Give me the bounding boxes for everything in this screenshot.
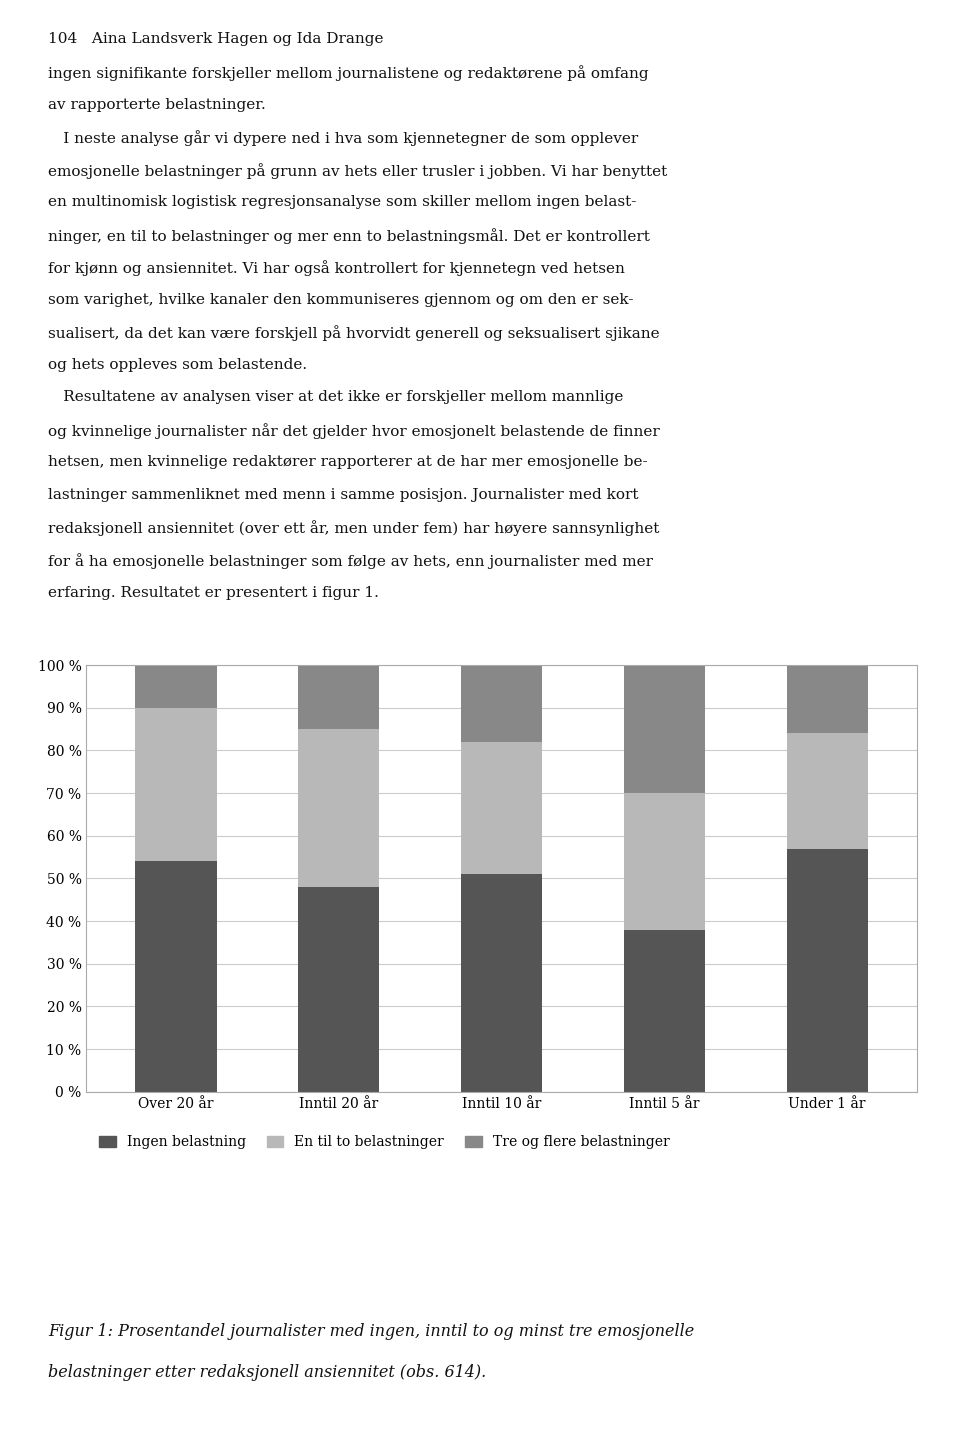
Bar xyxy=(461,742,542,875)
Text: Figur 1: Prosentandel journalister med ingen, inntil to og minst tre emosjonelle: Figur 1: Prosentandel journalister med i… xyxy=(48,1323,694,1340)
Text: ingen signifikante forskjeller mellom journalistene og redaktørene på omfang: ingen signifikante forskjeller mellom jo… xyxy=(48,65,649,81)
Bar xyxy=(624,792,706,930)
Text: hetsen, men kvinnelige redaktører rapporterer at de har mer emosjonelle be-: hetsen, men kvinnelige redaktører rappor… xyxy=(48,455,648,470)
Bar xyxy=(461,665,542,742)
Text: lastninger sammenliknet med menn i samme posisjon. Journalister med kort: lastninger sammenliknet med menn i samme… xyxy=(48,487,638,502)
Text: sualisert, da det kan være forskjell på hvorvidt generell og seksualisert sjikan: sualisert, da det kan være forskjell på … xyxy=(48,325,660,341)
Bar xyxy=(786,665,868,733)
Bar xyxy=(624,930,706,1092)
Bar xyxy=(135,862,217,1092)
Text: ninger, en til to belastninger og mer enn to belastningsmål. Det er kontrollert: ninger, en til to belastninger og mer en… xyxy=(48,227,650,243)
Bar xyxy=(786,733,868,849)
Text: erfaring. Resultatet er presentert i figur 1.: erfaring. Resultatet er presentert i fig… xyxy=(48,586,379,600)
Text: for kjønn og ansiennitet. Vi har også kontrollert for kjennetegn ved hetsen: for kjønn og ansiennitet. Vi har også ko… xyxy=(48,260,625,276)
Text: og kvinnelige journalister når det gjelder hvor emosjonelt belastende de finner: og kvinnelige journalister når det gjeld… xyxy=(48,422,660,438)
Text: og hets oppleves som belastende.: og hets oppleves som belastende. xyxy=(48,357,307,372)
Legend: Ingen belastning, En til to belastninger, Tre og flere belastninger: Ingen belastning, En til to belastninger… xyxy=(93,1129,675,1155)
Bar xyxy=(786,849,868,1092)
Text: en multinomisk logistisk regresjonsanalyse som skiller mellom ingen belast-: en multinomisk logistisk regresjonsanaly… xyxy=(48,195,636,210)
Bar xyxy=(298,729,379,886)
Text: Resultatene av analysen viser at det ikke er forskjeller mellom mannlige: Resultatene av analysen viser at det ikk… xyxy=(48,390,623,405)
Bar xyxy=(135,665,217,707)
Text: 104   Aina Landsverk Hagen og Ida Drange: 104 Aina Landsverk Hagen og Ida Drange xyxy=(48,32,383,46)
Text: belastninger etter redaksjonell ansiennitet (obs. 614).: belastninger etter redaksjonell ansienni… xyxy=(48,1364,487,1381)
Bar xyxy=(461,875,542,1092)
Text: av rapporterte belastninger.: av rapporterte belastninger. xyxy=(48,98,266,111)
Bar xyxy=(135,707,217,862)
Bar xyxy=(298,886,379,1092)
Text: redaksjonell ansiennitet (over ett år, men under fem) har høyere sannsynlighet: redaksjonell ansiennitet (over ett år, m… xyxy=(48,521,660,536)
Text: I neste analyse går vi dypere ned i hva som kjennetegner de som opplever: I neste analyse går vi dypere ned i hva … xyxy=(48,130,638,146)
Text: for å ha emosjonelle belastninger som følge av hets, enn journalister med mer: for å ha emosjonelle belastninger som fø… xyxy=(48,554,653,568)
Bar xyxy=(298,665,379,729)
Text: emosjonelle belastninger på grunn av hets eller trusler i jobben. Vi har benytte: emosjonelle belastninger på grunn av het… xyxy=(48,162,667,178)
Text: som varighet, hvilke kanaler den kommuniseres gjennom og om den er sek-: som varighet, hvilke kanaler den kommuni… xyxy=(48,292,634,307)
Bar xyxy=(624,665,706,792)
